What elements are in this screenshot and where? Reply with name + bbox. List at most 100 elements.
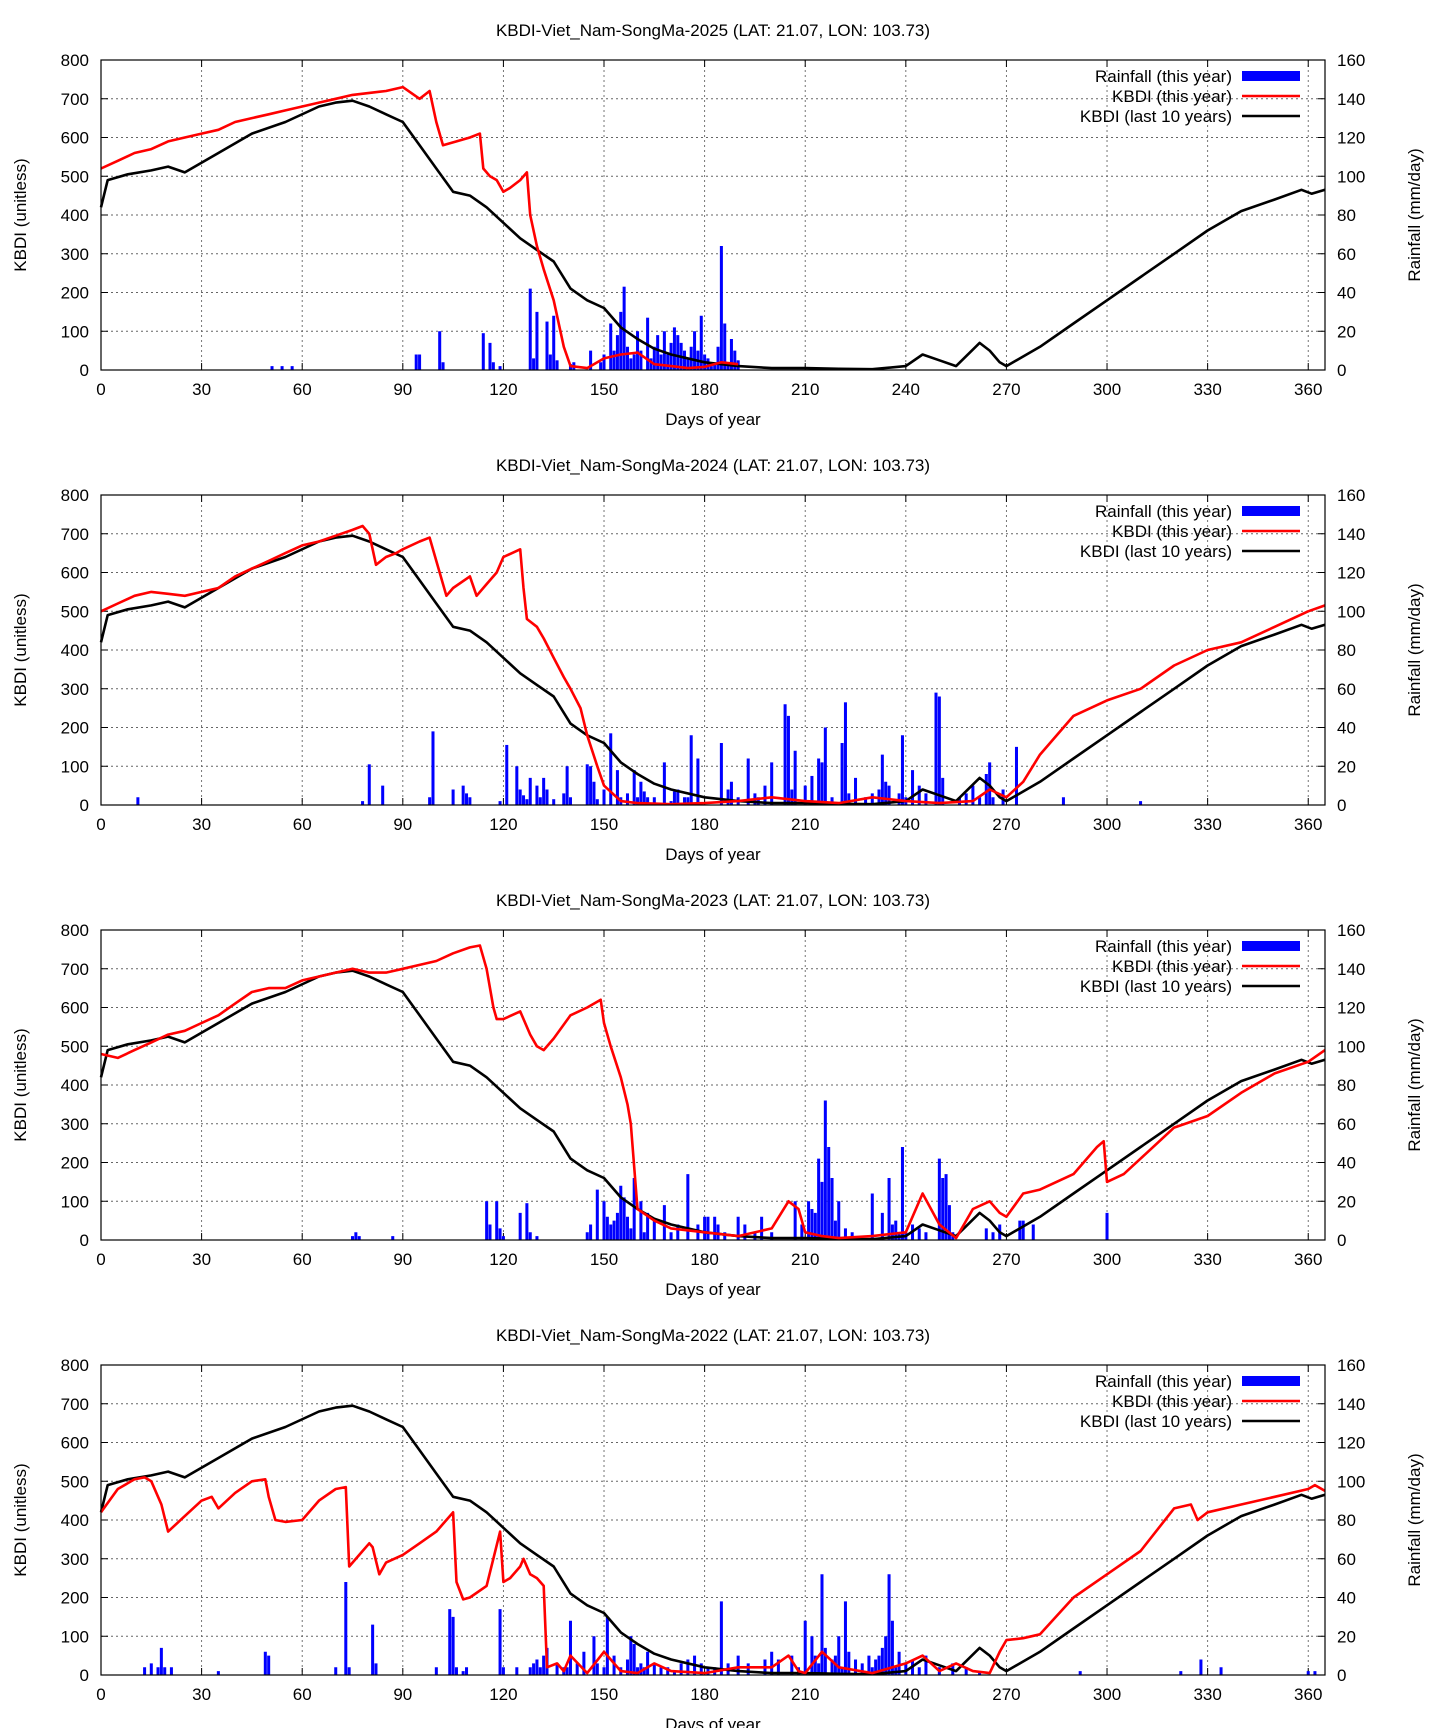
rainfall-bar xyxy=(944,1174,948,1240)
rainfall-bar xyxy=(706,1216,710,1240)
rainfall-bar xyxy=(485,1201,489,1240)
y-tick-label-left: 400 xyxy=(61,1076,89,1095)
rainfall-bar xyxy=(823,727,827,805)
rainfall-bar xyxy=(267,1655,271,1675)
rainfall-bar xyxy=(585,764,589,805)
rainfall-bar xyxy=(763,785,767,805)
legend-label: KBDI (last 10 years) xyxy=(1080,1412,1232,1431)
chart-panel-0: KBDI-Viet_Nam-SongMa-2025 (LAT: 21.07, L… xyxy=(11,21,1424,429)
rainfall-bar xyxy=(669,342,673,370)
rainfall-bar xyxy=(666,354,670,370)
plot-frame xyxy=(100,929,1326,1241)
rainfall-bar xyxy=(830,1659,834,1675)
x-tick-label: 360 xyxy=(1294,1685,1322,1704)
y-tick-label-right: 120 xyxy=(1337,564,1365,583)
rainfall-bar xyxy=(847,1651,851,1675)
rainfall-bar xyxy=(924,1655,928,1675)
rainfall-bar xyxy=(813,1212,817,1240)
y-tick-label-left: 300 xyxy=(61,1550,89,1569)
rainfall-bar xyxy=(361,801,365,805)
y-tick-label-right: 0 xyxy=(1337,796,1346,815)
rainfall-bar xyxy=(642,791,646,805)
x-tick-label: 0 xyxy=(96,815,105,834)
rainfall-bar xyxy=(813,1655,817,1675)
y-tick-label-left: 200 xyxy=(61,1154,89,1173)
rainfall-bar xyxy=(609,323,613,370)
y-tick-label-left: 800 xyxy=(61,1356,89,1375)
x-tick-label: 30 xyxy=(192,1250,211,1269)
rainfall-bar xyxy=(414,354,418,370)
y-tick-label-left: 600 xyxy=(61,129,89,148)
y-tick-label-left: 400 xyxy=(61,641,89,660)
y-tick-label-right: 100 xyxy=(1337,1037,1365,1056)
rainfall-bar xyxy=(528,1667,532,1675)
rainfall-bar xyxy=(830,1178,834,1240)
rainfall-bar xyxy=(971,785,975,805)
rainfall-bar xyxy=(729,781,733,805)
rainfall-bar xyxy=(381,785,385,805)
rainfall-bar xyxy=(880,1647,884,1675)
rainfall-bar xyxy=(532,1663,536,1675)
rainfall-bar xyxy=(689,735,693,805)
legend-label: KBDI (this year) xyxy=(1112,1392,1232,1411)
rainfall-bar xyxy=(354,1232,358,1240)
y-tick-label-right: 120 xyxy=(1337,129,1365,148)
rainfall-bar xyxy=(491,362,495,370)
x-tick-label: 0 xyxy=(96,1250,105,1269)
y-tick-label-left: 500 xyxy=(61,602,89,621)
x-tick-label: 30 xyxy=(192,815,211,834)
rainfall-bar xyxy=(625,1216,629,1240)
rainfall-bar xyxy=(870,1667,874,1675)
x-tick-label: 270 xyxy=(992,380,1020,399)
x-tick-label: 120 xyxy=(489,380,517,399)
x-tick-label: 150 xyxy=(590,815,618,834)
rainfall-bar xyxy=(1306,1671,1310,1675)
rainfall-bar xyxy=(877,1655,881,1675)
x-tick-label: 240 xyxy=(892,1250,920,1269)
rainfall-bar xyxy=(642,1667,646,1675)
rainfall-bar xyxy=(988,762,992,805)
y-tick-label-right: 160 xyxy=(1337,486,1365,505)
rainfall-bar xyxy=(535,1236,539,1240)
y-tick-label-left: 700 xyxy=(61,525,89,544)
rainfall-bar xyxy=(465,793,469,805)
rainfall-bar xyxy=(746,1663,750,1675)
legend-label: KBDI (this year) xyxy=(1112,957,1232,976)
y-tick-label-left: 0 xyxy=(80,361,89,380)
rainfall-bar xyxy=(706,358,710,370)
y-tick-label-left: 800 xyxy=(61,921,89,940)
rainfall-bar xyxy=(468,797,472,805)
x-tick-label: 210 xyxy=(791,380,819,399)
rainfall-bar xyxy=(418,354,422,370)
rainfall-bar xyxy=(595,799,599,805)
x-axis-label: Days of year xyxy=(665,1715,761,1728)
rainfall-bar xyxy=(639,1201,643,1240)
kbdi-this-year-line xyxy=(100,85,739,370)
rainfall-bar xyxy=(840,1667,844,1675)
y-tick-label-left: 300 xyxy=(61,680,89,699)
rainfall-bar xyxy=(428,797,432,805)
rainfall-bar xyxy=(793,1201,797,1240)
rainfall-bar xyxy=(619,311,623,370)
rainfall-bar xyxy=(676,789,680,805)
rainfall-bar xyxy=(729,339,733,370)
chart-title: KBDI-Viet_Nam-SongMa-2023 (LAT: 21.07, L… xyxy=(496,891,930,910)
x-tick-label: 150 xyxy=(590,380,618,399)
y-tick-label-right: 160 xyxy=(1337,51,1365,70)
rainfall-bar xyxy=(686,797,690,805)
x-tick-label: 90 xyxy=(393,1685,412,1704)
rainfall-bar xyxy=(924,1232,928,1240)
y-tick-label-right: 120 xyxy=(1337,1434,1365,1453)
rainfall-bar xyxy=(880,1212,884,1240)
y-tick-label-right: 140 xyxy=(1337,960,1365,979)
rainfall-bar xyxy=(461,1671,465,1675)
kbdi-this-year-line xyxy=(100,944,1326,1240)
rainfall-bar xyxy=(568,1620,572,1675)
rainfall-bar xyxy=(515,1667,519,1675)
y-tick-label-right: 120 xyxy=(1337,999,1365,1018)
x-tick-label: 90 xyxy=(393,1250,412,1269)
rainfall-bar xyxy=(843,1228,847,1240)
rainfall-bar xyxy=(843,1601,847,1675)
rainfall-bar xyxy=(347,1667,351,1675)
